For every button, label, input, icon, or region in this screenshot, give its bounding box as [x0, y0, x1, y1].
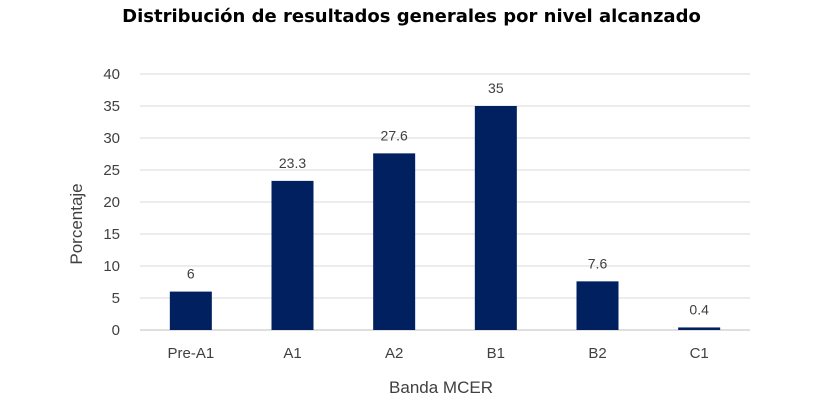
data-label: 6	[187, 266, 195, 282]
y-tick-label: 35	[103, 98, 120, 115]
bar-b2	[576, 281, 619, 330]
x-axis-title: Banda MCER	[389, 378, 493, 397]
y-tick-labels: 0 5 10 15 20 25 30 35 40	[103, 66, 120, 339]
y-tick-label: 10	[103, 258, 120, 275]
y-axis-title: Porcentaje	[67, 183, 86, 264]
y-tick-label: 20	[103, 194, 120, 211]
chart-title: Distribución de resultados generales por…	[122, 6, 701, 27]
data-labels: 6 23.3 27.6 35 7.6 0.4	[187, 80, 709, 317]
gridlines	[140, 73, 750, 331]
y-tick-label: 15	[103, 226, 120, 243]
y-tick-label: 5	[112, 290, 120, 307]
y-tick-label: 0	[112, 322, 120, 339]
y-tick-label: 25	[103, 162, 120, 179]
data-label: 27.6	[381, 127, 408, 143]
x-tick-labels: Pre-A1 A1 A2 B1 B2 C1	[167, 345, 708, 362]
x-tick-label: A1	[283, 345, 301, 362]
data-label: 0.4	[689, 301, 709, 317]
x-tick-label: C1	[690, 345, 709, 362]
x-tick-label: Pre-A1	[167, 345, 214, 362]
bars	[169, 106, 721, 330]
data-label: 23.3	[279, 155, 306, 171]
data-label: 35	[488, 80, 504, 96]
data-label: 7.6	[588, 255, 608, 271]
bar-a1	[271, 180, 314, 330]
x-tick-label: A2	[385, 345, 403, 362]
bar-a2	[373, 153, 416, 330]
x-tick-label: B2	[588, 345, 606, 362]
y-tick-label: 30	[103, 130, 120, 147]
bar-b1	[474, 106, 517, 330]
y-tick-label: 40	[103, 66, 120, 83]
bar-c1	[678, 327, 721, 330]
x-tick-label: B1	[487, 345, 505, 362]
bar-pre-a1	[169, 291, 212, 330]
